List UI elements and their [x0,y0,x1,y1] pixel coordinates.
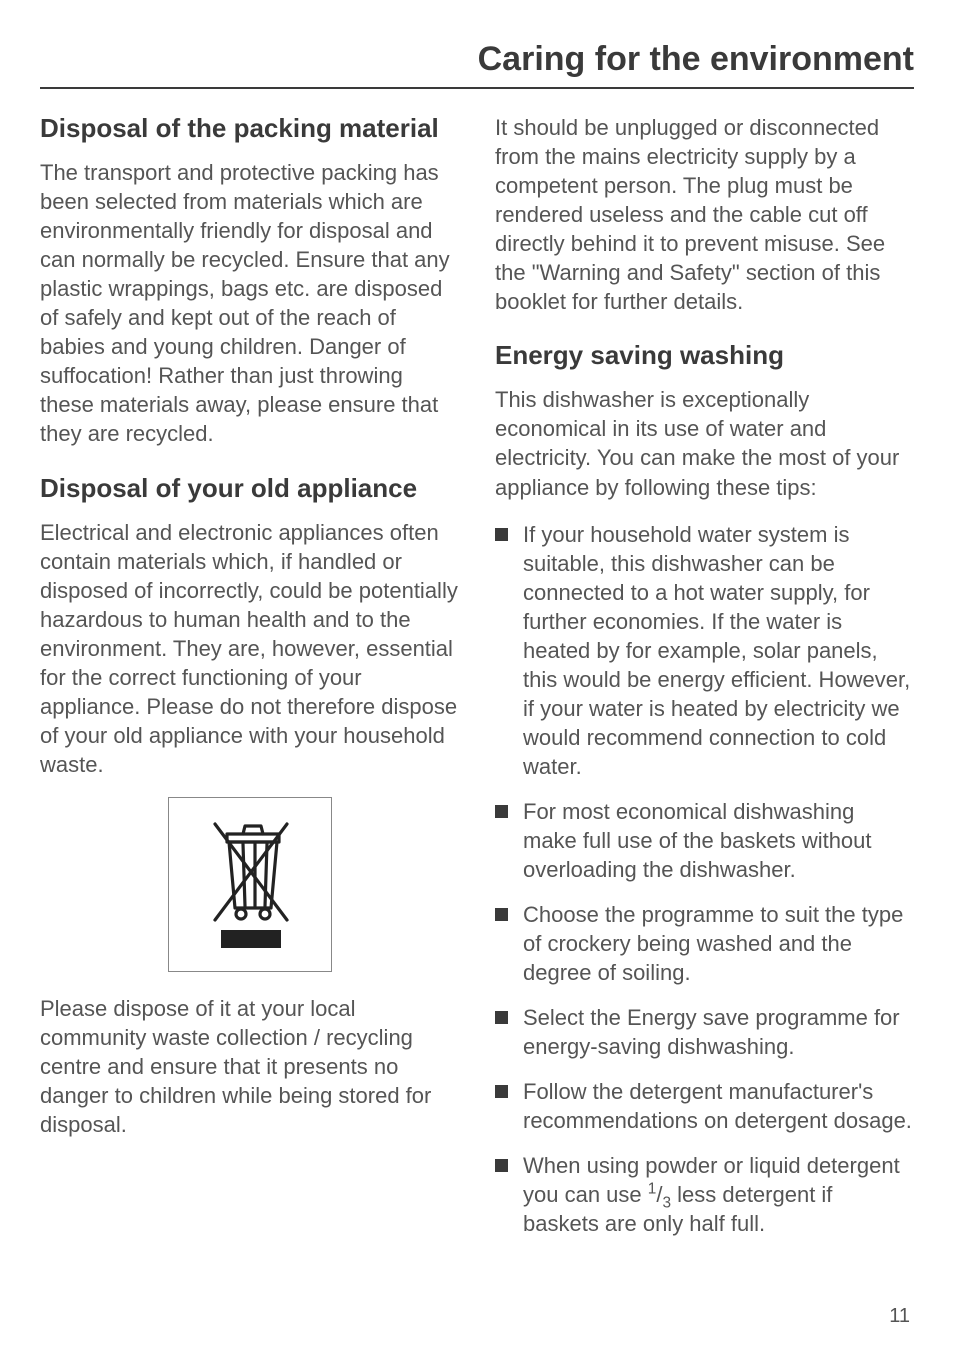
para-old-appliance-2: Please dispose of it at your local commu… [40,994,459,1139]
weee-symbol-container [40,797,459,972]
weee-crossed-bin-icon [195,812,305,952]
page-title: Caring for the environment [40,40,914,79]
list-item: For most economical dishwashing make ful… [495,797,914,884]
para-unplug: It should be unplugged or disconnected f… [495,113,914,316]
list-item: Choose the programme to suit the type of… [495,900,914,987]
energy-tips-list: If your household water system is suitab… [495,520,914,1239]
left-column: Disposal of the packing material The tra… [40,113,459,1254]
heading-disposal-packing: Disposal of the packing material [40,113,459,144]
para-energy-intro: This dishwasher is exceptionally economi… [495,385,914,501]
fraction-denominator: 3 [662,1195,671,1212]
para-packing: The transport and protective packing has… [40,158,459,448]
list-item: Select the Energy save programme for ene… [495,1003,914,1061]
fraction-numerator: 1 [648,1181,657,1198]
list-item: If your household water system is suitab… [495,520,914,781]
two-column-layout: Disposal of the packing material The tra… [40,113,914,1254]
heading-disposal-old-appliance: Disposal of your old appliance [40,473,459,504]
right-column: It should be unplugged or disconnected f… [495,113,914,1254]
heading-energy-saving: Energy saving washing [495,340,914,371]
list-item: When using powder or liquid detergent yo… [495,1151,914,1238]
para-old-appliance-1: Electrical and electronic appliances oft… [40,518,459,779]
weee-symbol-frame [168,797,332,972]
list-item: Follow the detergent manufacturer's reco… [495,1077,914,1135]
page-number: 11 [889,1305,910,1328]
title-rule [40,87,914,89]
